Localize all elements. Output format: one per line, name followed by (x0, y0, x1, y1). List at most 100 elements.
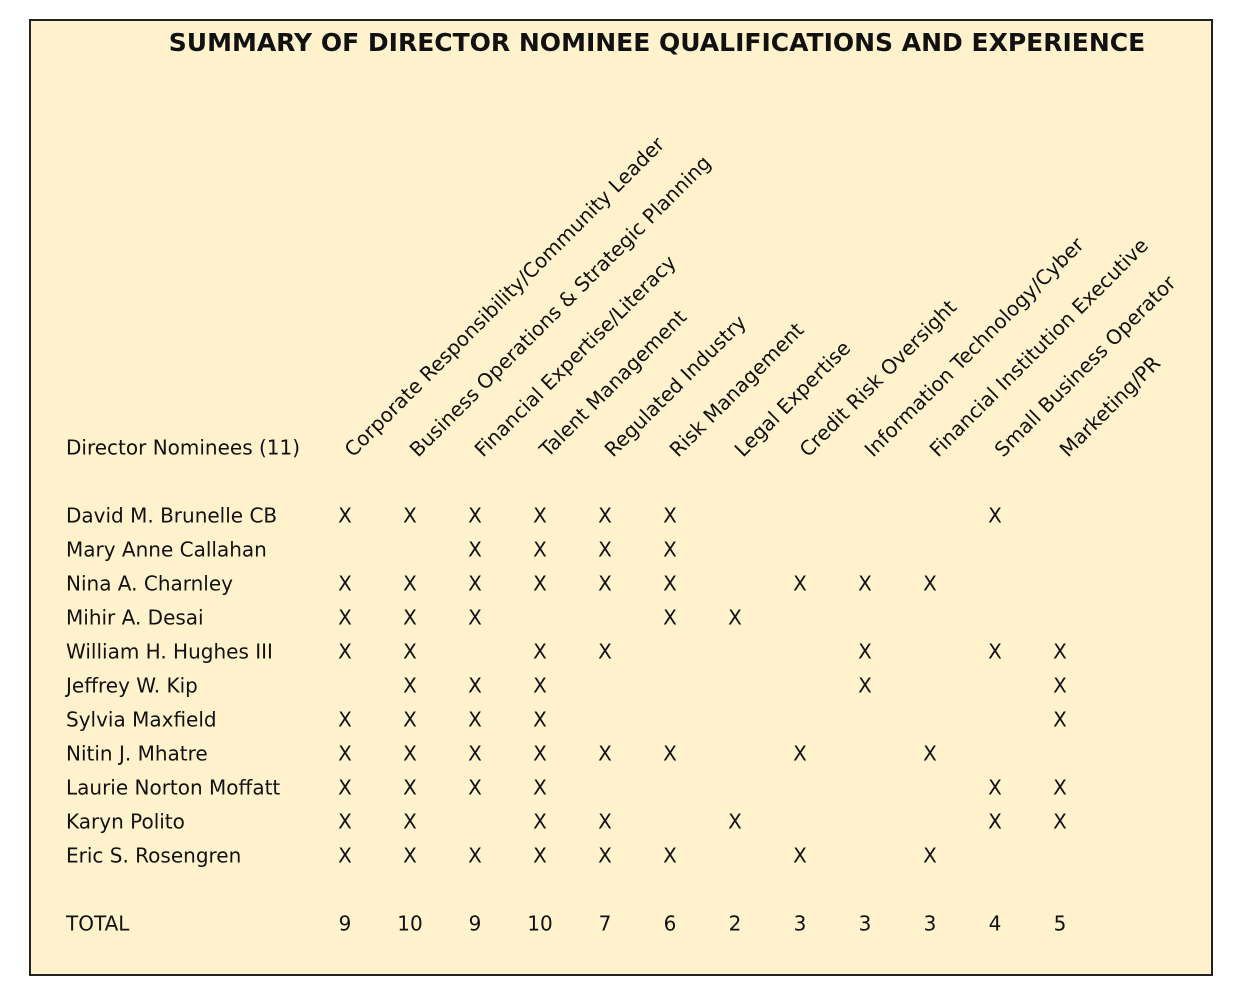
check-mark: X (533, 776, 547, 800)
panel (29, 19, 1213, 976)
check-mark: X (1053, 810, 1067, 834)
check-mark: X (728, 606, 742, 630)
check-mark: X (1053, 708, 1067, 732)
check-mark: X (403, 640, 417, 664)
check-mark: X (468, 844, 482, 868)
check-mark: X (338, 572, 352, 596)
check-mark: X (533, 742, 547, 766)
check-mark: X (598, 844, 612, 868)
check-mark: X (663, 572, 677, 596)
check-mark: X (533, 504, 547, 528)
check-mark: X (598, 504, 612, 528)
check-mark: X (403, 708, 417, 732)
check-mark: X (533, 674, 547, 698)
check-mark: X (338, 810, 352, 834)
check-mark: X (988, 810, 1002, 834)
check-mark: X (468, 504, 482, 528)
check-mark: X (533, 810, 547, 834)
check-mark: X (403, 844, 417, 868)
check-mark: X (1053, 674, 1067, 698)
total-value: 10 (397, 912, 422, 936)
check-mark: X (468, 674, 482, 698)
check-mark: X (923, 844, 937, 868)
total-value: 6 (664, 912, 677, 936)
check-mark: X (338, 640, 352, 664)
total-value: 3 (859, 912, 872, 936)
check-mark: X (598, 742, 612, 766)
check-mark: X (533, 640, 547, 664)
check-mark: X (598, 572, 612, 596)
check-mark: X (533, 844, 547, 868)
check-mark: X (403, 606, 417, 630)
check-mark: X (663, 538, 677, 562)
check-mark: X (338, 606, 352, 630)
check-mark: X (663, 606, 677, 630)
total-value: 3 (924, 912, 937, 936)
check-mark: X (988, 504, 1002, 528)
check-mark: X (663, 504, 677, 528)
check-mark: X (403, 572, 417, 596)
check-mark: X (403, 674, 417, 698)
total-label: TOTAL (65, 912, 130, 936)
row-name: Laurie Norton Moffatt (66, 776, 280, 800)
row-name: Nitin J. Mhatre (66, 742, 208, 766)
check-mark: X (338, 708, 352, 732)
check-mark: X (793, 844, 807, 868)
row-name: David M. Brunelle CB (66, 504, 277, 528)
check-mark: X (403, 742, 417, 766)
total-value: 3 (794, 912, 807, 936)
total-value: 9 (469, 912, 482, 936)
check-mark: X (338, 844, 352, 868)
check-mark: X (793, 742, 807, 766)
total-value: 10 (527, 912, 552, 936)
row-name: Mary Anne Callahan (66, 538, 267, 562)
row-name: Karyn Polito (66, 810, 185, 834)
row-name: Nina A. Charnley (66, 572, 233, 596)
check-mark: X (988, 640, 1002, 664)
check-mark: X (1053, 776, 1067, 800)
check-mark: X (923, 742, 937, 766)
check-mark: X (403, 810, 417, 834)
check-mark: X (338, 742, 352, 766)
corner-header: Director Nominees (11) (66, 436, 300, 460)
total-value: 9 (339, 912, 352, 936)
check-mark: X (663, 844, 677, 868)
check-mark: X (728, 810, 742, 834)
check-mark: X (663, 742, 677, 766)
check-mark: X (988, 776, 1002, 800)
check-mark: X (468, 538, 482, 562)
check-mark: X (533, 708, 547, 732)
check-mark: X (338, 776, 352, 800)
check-mark: X (923, 572, 937, 596)
check-mark: X (533, 538, 547, 562)
row-name: William H. Hughes III (66, 640, 273, 664)
check-mark: X (858, 640, 872, 664)
row-name: Sylvia Maxfield (66, 708, 217, 732)
check-mark: X (598, 810, 612, 834)
check-mark: X (468, 708, 482, 732)
check-mark: X (598, 538, 612, 562)
row-name: Mihir A. Desai (66, 606, 204, 630)
check-mark: X (1053, 640, 1067, 664)
check-mark: X (468, 776, 482, 800)
row-name: Eric S. Rosengren (66, 844, 241, 868)
check-mark: X (793, 572, 807, 596)
check-mark: X (858, 674, 872, 698)
total-value: 5 (1054, 912, 1067, 936)
check-mark: X (468, 606, 482, 630)
total-value: 7 (599, 912, 612, 936)
check-mark: X (468, 742, 482, 766)
row-name: Jeffrey W. Kip (64, 674, 198, 698)
title: SUMMARY OF DIRECTOR NOMINEE QUALIFICATIO… (169, 28, 1145, 57)
check-mark: X (533, 572, 547, 596)
total-value: 4 (989, 912, 1002, 936)
check-mark: X (403, 776, 417, 800)
check-mark: X (403, 504, 417, 528)
check-mark: X (338, 504, 352, 528)
total-value: 2 (729, 912, 742, 936)
check-mark: X (468, 572, 482, 596)
check-mark: X (858, 572, 872, 596)
check-mark: X (598, 640, 612, 664)
